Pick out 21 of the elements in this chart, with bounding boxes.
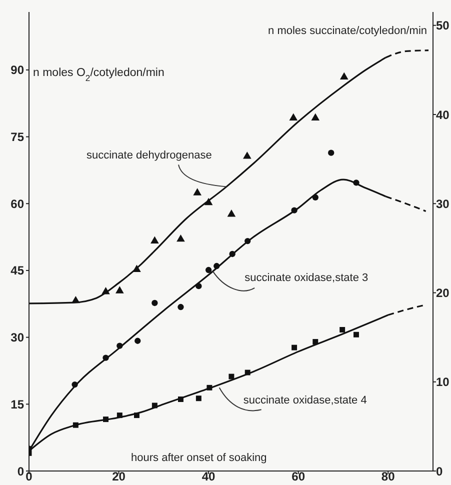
y2-tick-label: 50 [436,18,450,33]
annotation: succinate oxidase,state 4 [243,394,367,407]
y-tick-label: 75 [10,130,24,144]
y-tick-label: 15 [10,397,24,412]
x-tick-label: 40 [202,470,216,484]
y2-axis-title: n moles succinate/cotyledon/min [268,25,427,37]
y-tick-label: 60 [10,196,24,211]
y-tick-label: 45 [10,264,24,278]
x-tick-label: 20 [112,470,126,484]
x-tick-label: 80 [381,470,396,484]
annotation: succinate oxidase,state 3 [244,272,368,284]
x-tick-label: 60 [292,470,306,484]
y-tick-label: 90 [10,63,24,78]
y-axis-title: n moles O$_{2}$/cotyledon/min [33,67,164,83]
annotation: succinate dehydrogenase [86,150,212,162]
y-tick-label: 30 [10,330,24,345]
y2-tick-label: 30 [436,196,450,211]
y2-tick-label: 40 [436,108,450,122]
y2-tick-label: 20 [436,286,450,300]
x-axis-title: hours after onset of soaking [131,452,267,464]
y2-tick-label: 10 [436,375,450,390]
